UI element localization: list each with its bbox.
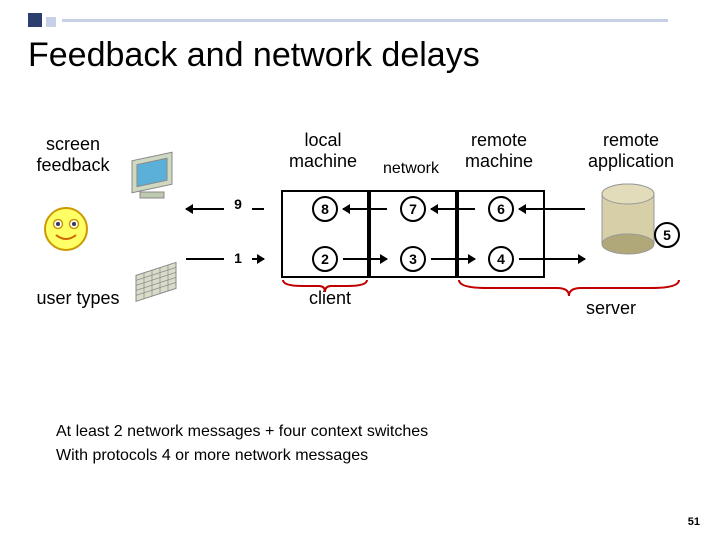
circle-4: 4 [488,246,514,272]
circle-7: 7 [400,196,426,222]
circle-7-label: 7 [409,201,417,217]
note-line-2: With protocols 4 or more network message… [56,444,428,468]
smiley-icon [42,205,90,253]
circle-3: 3 [400,246,426,272]
arrow-3-4 [431,258,475,260]
header-square-light [46,17,56,27]
circle-8-label: 8 [321,201,329,217]
arrow-2-3 [343,258,387,260]
page-number: 51 [688,516,700,528]
brace-client [281,278,369,294]
hex-9-label: 9 [234,196,242,212]
circle-4-label: 4 [497,251,505,267]
circle-5-label: 5 [663,227,671,243]
arrow-6-5 [519,208,585,210]
header-square-dark [28,13,42,27]
circle-5: 5 [654,222,680,248]
notes-block: At least 2 network messages + four conte… [56,420,428,468]
label-local-machine: local machine [278,130,368,171]
note-line-1: At least 2 network messages + four conte… [56,420,428,444]
circle-2: 2 [312,246,338,272]
circle-8: 8 [312,196,338,222]
circle-6-label: 6 [497,201,505,217]
brace-server [457,278,681,298]
arrow-8-7 [343,208,387,210]
monitor-icon [126,148,184,209]
hex-1-label: 1 [234,250,242,266]
header-line [62,19,668,22]
label-network: network [368,160,454,178]
arrow-7-6 [431,208,475,210]
label-remote-application: remote application [576,130,686,171]
circle-2-label: 2 [321,251,329,267]
slide-title: Feedback and network delays [28,36,480,75]
hex-node-9: 9 [224,192,252,216]
label-server: server [576,298,646,319]
header-decoration [28,18,668,22]
hex-node-1: 1 [224,246,252,270]
circle-6: 6 [488,196,514,222]
keyboard-icon [134,260,182,307]
diagram-area: screen feedback user types [28,130,692,390]
label-user-types: user types [28,288,128,309]
cylinder-icon [598,182,658,263]
label-screen-feedback: screen feedback [28,134,118,175]
circle-3-label: 3 [409,251,417,267]
label-remote-machine: remote machine [454,130,544,171]
arrow-4-5 [519,258,585,260]
